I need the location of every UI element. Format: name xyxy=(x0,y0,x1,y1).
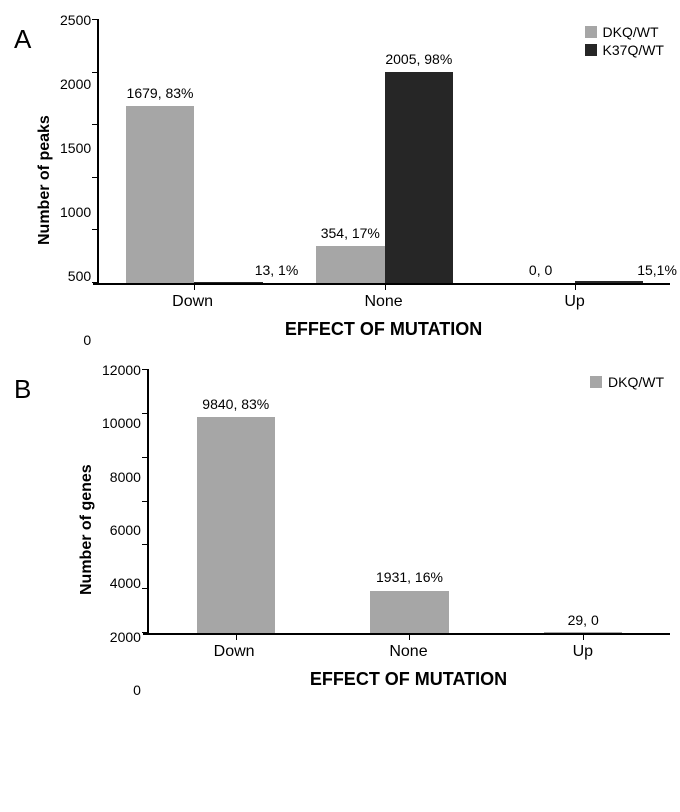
chart-a-container: Number of peaks 25002000150010005000 DKQ… xyxy=(10,20,670,340)
y-tick-mark xyxy=(92,177,99,178)
y-tick-mark xyxy=(142,369,149,370)
bar-data-label: 2005, 98% xyxy=(385,51,452,67)
y-tick-mark xyxy=(92,124,99,125)
legend-swatch xyxy=(585,26,597,38)
bar-data-label: 354, 17% xyxy=(321,225,380,241)
bar-data-label: 15,1% xyxy=(637,262,677,278)
chart-a-x-labels: DownNoneUp xyxy=(97,285,670,311)
bar-data-label: 1679, 83% xyxy=(127,85,194,101)
y-tick-mark xyxy=(92,19,99,20)
bar-data-label: 29, 0 xyxy=(568,612,599,628)
chart-a-y-title: Number of peaks xyxy=(30,20,60,340)
x-category-label: Up xyxy=(479,293,670,311)
chart-b-y-axis: 120001000080006000400020000 xyxy=(102,370,147,690)
chart-a-plot-wrap: DKQ/WT K37Q/WT 1679, 83% 13, 1% 354, 17% 200… xyxy=(97,20,670,340)
chart-b-plot-wrap: DKQ/WT 9840, 83% 1931, 16% 29, 0 DownNoneU… xyxy=(147,370,670,690)
chart-b-x-labels: DownNoneUp xyxy=(147,635,670,661)
bar xyxy=(575,281,644,283)
x-tick-mark xyxy=(409,633,410,640)
chart-b-legend: DKQ/WT xyxy=(590,374,664,392)
chart-a-y-axis: 25002000150010005000 xyxy=(60,20,97,340)
bar-data-label: 13, 1% xyxy=(255,262,299,278)
x-tick-mark xyxy=(575,283,576,290)
y-tick-mark xyxy=(92,229,99,230)
bar-data-label: 9840, 83% xyxy=(202,396,269,412)
y-tick-mark xyxy=(142,457,149,458)
chart-a-x-title: EFFECT OF MUTATION xyxy=(97,319,670,340)
x-category-label: None xyxy=(288,293,479,311)
y-tick-mark xyxy=(92,282,99,283)
chart-a-legend: DKQ/WT K37Q/WT xyxy=(585,24,664,60)
bar xyxy=(126,106,195,283)
legend-swatch xyxy=(590,376,602,388)
bar xyxy=(544,632,622,633)
bar xyxy=(197,417,275,633)
bar xyxy=(194,282,263,283)
legend-item: DKQ/WT xyxy=(585,24,664,40)
chart-b-y-title: Number of genes xyxy=(72,370,102,690)
x-category-label: Down xyxy=(147,643,321,661)
bar xyxy=(385,72,454,283)
bar xyxy=(316,246,385,283)
y-tick-mark xyxy=(142,632,149,633)
bar-data-label: 0, 0 xyxy=(529,262,552,278)
bar-data-label: 1931, 16% xyxy=(376,569,443,585)
x-category-label: Up xyxy=(496,643,670,661)
x-category-label: Down xyxy=(97,293,288,311)
panel-label-b: B xyxy=(14,374,31,405)
y-tick-mark xyxy=(142,544,149,545)
chart-a-plot: DKQ/WT K37Q/WT 1679, 83% 13, 1% 354, 17% 200… xyxy=(97,20,670,285)
chart-b-x-title: EFFECT OF MUTATION xyxy=(147,669,670,690)
x-tick-mark xyxy=(236,633,237,640)
bar xyxy=(370,591,448,633)
x-tick-mark xyxy=(194,283,195,290)
legend-item: K37Q/WT xyxy=(585,42,664,58)
y-tick-mark xyxy=(142,588,149,589)
x-category-label: None xyxy=(321,643,495,661)
y-tick-mark xyxy=(92,72,99,73)
legend-swatch xyxy=(585,44,597,56)
y-tick-mark xyxy=(142,501,149,502)
chart-b-panel: B Number of genes 1200010000800060004000… xyxy=(10,370,670,690)
chart-b-container: Number of genes 120001000080006000400020… xyxy=(10,370,670,690)
legend-item: DKQ/WT xyxy=(590,374,664,390)
legend-label: K37Q/WT xyxy=(603,42,664,58)
x-tick-mark xyxy=(385,283,386,290)
chart-a-panel: A Number of peaks 25002000150010005000 D… xyxy=(10,20,670,340)
legend-label: DKQ/WT xyxy=(603,24,659,40)
y-tick-mark xyxy=(142,413,149,414)
x-tick-mark xyxy=(583,633,584,640)
chart-b-plot: DKQ/WT 9840, 83% 1931, 16% 29, 0 xyxy=(147,370,670,635)
legend-label: DKQ/WT xyxy=(608,374,664,390)
panel-label-a: A xyxy=(14,24,31,55)
